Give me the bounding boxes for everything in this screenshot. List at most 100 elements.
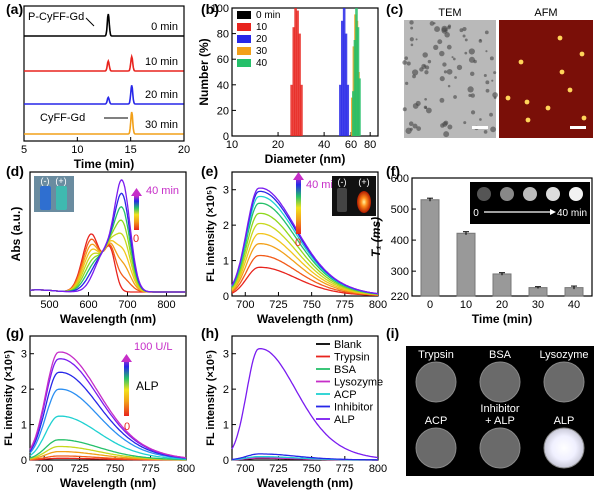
c-tem-particle (446, 68, 453, 75)
i-sample-label: BSA (489, 349, 512, 361)
c-tem-particle (406, 61, 411, 66)
e-spectrum-3 (231, 232, 379, 296)
c-tem-particle (453, 95, 457, 99)
a-trace-label: 0 min (151, 21, 178, 33)
panel-label-c: (c) (386, 1, 403, 17)
g-top-label: 100 U/L (134, 341, 173, 353)
c-tem-particle (439, 50, 445, 57)
h-plot-frame (231, 335, 379, 461)
i-mri-sample (415, 361, 457, 403)
g-bottom-label: 0 (124, 421, 130, 433)
c-tem-particle (485, 50, 488, 53)
c-tem-particle (409, 37, 414, 42)
i-sample-label: ACP (425, 415, 448, 427)
e-spectrum-1 (231, 254, 379, 296)
c-tem-particle (484, 30, 489, 35)
c-tem-particle (427, 59, 432, 64)
c-tem-particle (433, 22, 436, 25)
c-afm-particle (545, 105, 551, 111)
e-spectrum-0 (231, 266, 379, 297)
a-x-tick-label: 10 (71, 144, 83, 156)
e-inset-label-plus: (+) (358, 177, 369, 187)
f-bar (420, 199, 440, 297)
c-tem-particle (478, 39, 483, 43)
c-afm-label: AFM (534, 7, 557, 19)
c-tem-particle (434, 26, 441, 33)
i-sample-label: Trypsin (418, 349, 454, 361)
c-tem-particle (462, 26, 467, 32)
c-tem-particle (404, 56, 409, 60)
d-x-axis-label: Wavelength (nm) (60, 312, 156, 326)
i-sample-label: Lysozyme (539, 349, 588, 361)
h-x-tick-label: 700 (236, 463, 254, 475)
c-tem-particle (423, 64, 426, 68)
f-y-axis-label: T₁ (ms) (369, 217, 383, 257)
c-tem-particle (437, 39, 443, 45)
g-arrow-head (121, 354, 132, 362)
g-spectrum-6 (29, 388, 187, 460)
c-tem-particle (447, 84, 451, 88)
e-x-tick-label: 750 (302, 299, 320, 311)
b-y-tick-label: 60 (217, 54, 229, 66)
b-bar (300, 84, 303, 136)
e-x-tick-label: 775 (336, 299, 354, 311)
c-tem-particle (459, 28, 464, 33)
c-tem-particle (447, 124, 453, 130)
panel-label-d: (d) (6, 163, 24, 179)
c-tem-particle (443, 70, 448, 74)
g-spectrum-7 (29, 371, 187, 459)
c-afm-particle (518, 59, 524, 65)
d-inset-label-minus: (-) (41, 176, 50, 186)
f-inset-label-start: 0 (473, 208, 479, 219)
h-legend-label: Trypsin (334, 352, 370, 364)
b-y-tick-label: 40 (217, 80, 229, 92)
c-tem-particle (412, 123, 418, 129)
b-bar (296, 10, 299, 137)
b-y-axis-label: Number (%) (197, 38, 211, 105)
e-y-tick-label: 2 (223, 220, 229, 232)
g-spectrum-9 (29, 351, 187, 459)
f-y-tick-label: 400 (391, 235, 409, 247)
b-legend-label: 10 (256, 22, 268, 33)
b-y-tick-label: 80 (217, 29, 229, 41)
b-legend-label: 20 (256, 34, 268, 45)
g-x-axis-label: Wavelength (nm) (60, 476, 156, 490)
e-inset-label-minus: (-) (338, 177, 347, 187)
d-time-label: 40 min (146, 185, 179, 197)
c-tem-particle (429, 21, 435, 26)
d-spectrum-1 (30, 238, 186, 293)
a-x-axis-label: Time (min) (74, 157, 134, 171)
c-tem-particle (441, 25, 448, 33)
panel-label-b: (b) (201, 1, 219, 17)
d-spectrum-6 (30, 206, 186, 293)
c-tem-particle (490, 126, 496, 133)
c-afm-particle (525, 117, 531, 123)
c-tem-particle (409, 127, 413, 131)
c-afm-particle (581, 115, 587, 121)
panel-label-a: (a) (6, 1, 23, 17)
b-bar (342, 8, 346, 136)
d-time-gradient-arrow (134, 196, 139, 230)
b-x-tick-label: 40 (318, 139, 330, 151)
c-tem-particle (493, 71, 497, 75)
f-y-tick-label: 300 (391, 266, 409, 278)
g-x-tick-label: 800 (177, 463, 195, 475)
a-trace-3 (24, 111, 184, 135)
g-y-tick-label: 1 (21, 420, 27, 432)
panel-c-microscopy: TEM AFM (402, 7, 593, 138)
a-trace-2 (24, 85, 184, 105)
c-tem-particle (444, 32, 450, 38)
b-legend-label: 30 (256, 46, 268, 57)
h-y-tick-label: 0 (223, 455, 229, 467)
c-tem-particle (463, 121, 467, 125)
panel-h-selectivity: 700 725 750 775 800 0 1 2 3 Wavelength (nm) FL int… (205, 335, 387, 490)
f-x-tick-label: 40 (568, 299, 580, 311)
panel-e-fluorescence-time: 700 725 750 775 800 0 1 2 3 Wavelength (nm) FL int… (205, 171, 387, 326)
b-x-tick-label: 80 (364, 139, 376, 151)
a-plot-frame (23, 5, 185, 142)
h-y-tick-label: 1 (223, 420, 229, 432)
b-y-tick-label: 20 (217, 105, 229, 117)
c-tem-particle (423, 105, 428, 109)
